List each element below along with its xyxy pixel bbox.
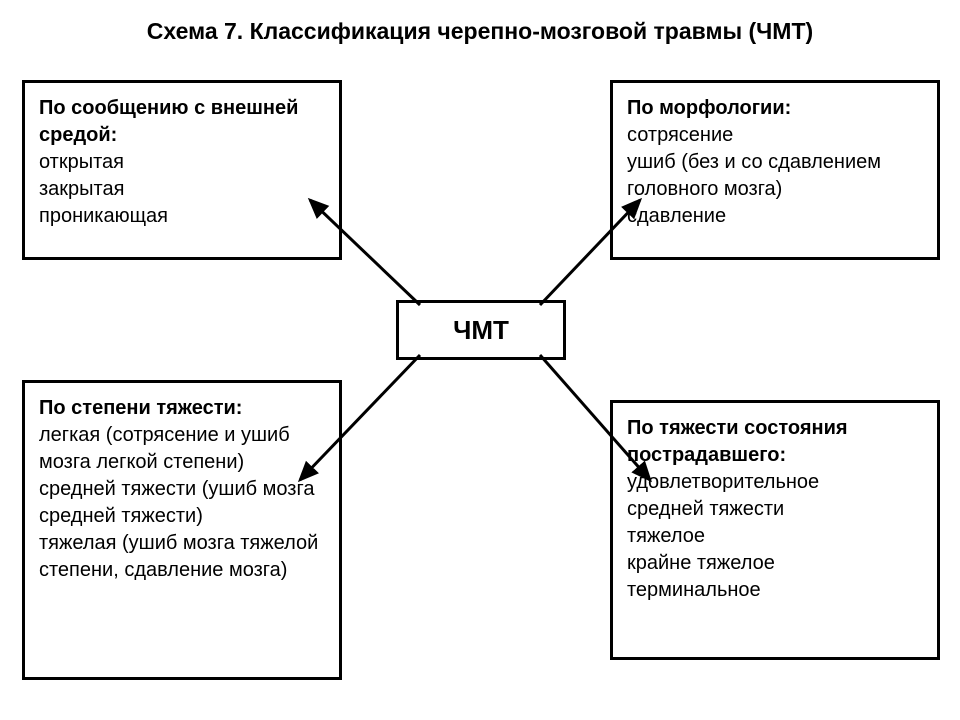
node-bl-item-0: легкая (сотрясение и ушиб мозга легкой с…: [39, 424, 290, 473]
diagram-title: Схема 7. Классификация черепно-мозговой …: [0, 18, 960, 45]
node-tr-heading: По морфологии:: [627, 97, 791, 119]
node-tl: По сообщению с внешней средой: открытая …: [22, 80, 342, 260]
node-br: По тяжести состояния пострадавшего: удов…: [610, 400, 940, 660]
node-br-item-3: крайне тяжелое: [627, 552, 775, 574]
diagram-canvas: Схема 7. Классификация черепно-мозговой …: [0, 0, 960, 720]
node-center: ЧМТ: [396, 300, 566, 360]
node-tr-item-1: ушиб (без и со сдавлением головного мозг…: [627, 151, 881, 200]
node-tr-item-2: сдавление: [627, 205, 726, 227]
node-br-item-4: терминальное: [627, 579, 761, 601]
node-bl-item-2: тяжелая (ушиб мозга тяжелой степени, сда…: [39, 532, 318, 581]
node-tl-item-0: открытая: [39, 151, 124, 173]
node-bl-heading: По степени тяжести:: [39, 397, 242, 419]
node-tr-item-0: сотрясение: [627, 124, 733, 146]
node-center-label: ЧМТ: [453, 315, 509, 346]
node-tr: По морфологии: сотрясение ушиб (без и со…: [610, 80, 940, 260]
node-bl-item-1: средней тяжести (ушиб мозга средней тяже…: [39, 478, 314, 527]
node-br-item-0: удовлетворительное: [627, 471, 819, 493]
node-tl-item-1: закрытая: [39, 178, 124, 200]
node-tl-item-2: проникающая: [39, 205, 168, 227]
node-br-heading: По тяжести состояния пострадавшего:: [627, 417, 848, 466]
node-bl: По степени тяжести: легкая (сотрясение и…: [22, 380, 342, 680]
node-br-item-1: средней тяжести: [627, 498, 784, 520]
node-br-item-2: тяжелое: [627, 525, 705, 547]
node-tl-heading: По сообщению с внешней средой:: [39, 97, 298, 146]
